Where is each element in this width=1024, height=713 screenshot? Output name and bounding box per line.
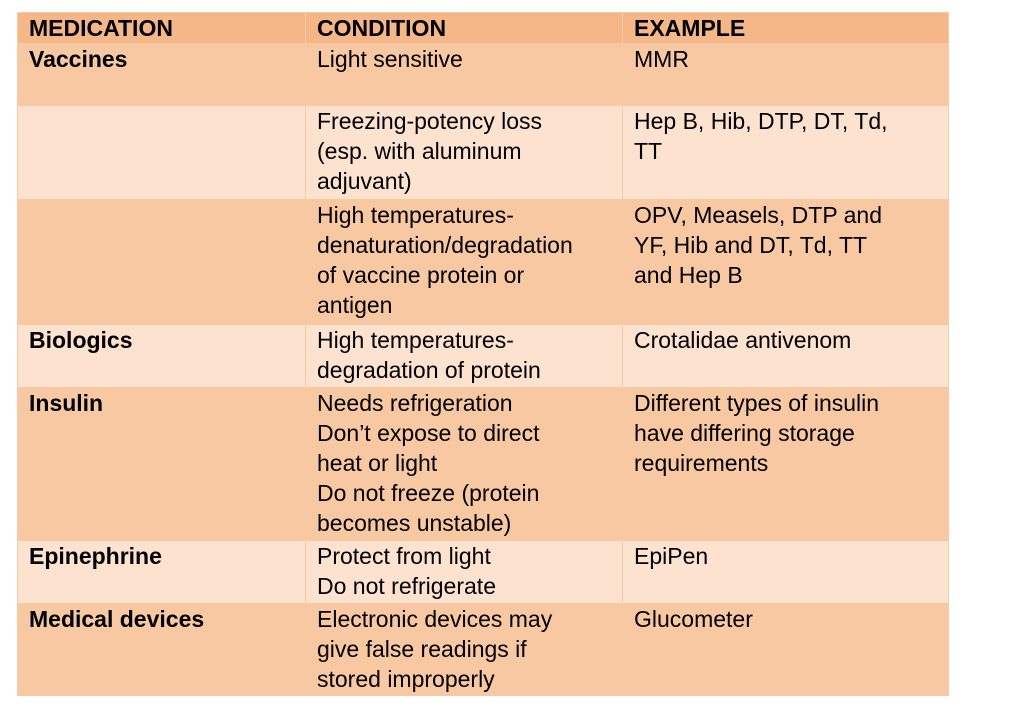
- medication-cell: Biologics: [17, 324, 306, 388]
- condition-line: (esp. with aluminum: [317, 138, 522, 164]
- example-line: Glucometer: [634, 606, 753, 632]
- condition-line: High temperatures-: [317, 327, 514, 353]
- condition-line: Electronic devices may: [317, 606, 553, 632]
- table-row: Medical devices Electronic devices may g…: [17, 603, 949, 696]
- condition-line: Do not refrigerate: [317, 573, 496, 599]
- condition-line: stored improperly: [317, 666, 495, 692]
- condition-line: Don’t expose to direct: [317, 420, 540, 446]
- table-row: Biologics High temperatures- degradation…: [17, 324, 949, 388]
- example-line: OPV, Measels, DTP and: [634, 202, 883, 228]
- condition-line: denaturation/degradation: [317, 232, 573, 258]
- table-row: Freezing-potency loss (esp. with aluminu…: [17, 105, 949, 200]
- example-cell: Different types of insulin have differin…: [622, 387, 949, 541]
- header-example: EXAMPLE: [622, 12, 949, 44]
- example-cell: OPV, Measels, DTP and YF, Hib and DT, Td…: [622, 199, 949, 325]
- header-medication: MEDICATION: [17, 12, 306, 44]
- condition-cell: Protect from light Do not refrigerate: [305, 540, 623, 604]
- condition-line: antigen: [317, 292, 393, 318]
- medication-cell: Medical devices: [17, 603, 306, 696]
- example-line: Hep B, Hib, DTP, DT, Td,: [634, 108, 888, 134]
- medication-cell: Vaccines: [17, 43, 306, 106]
- condition-line: Do not freeze (protein: [317, 480, 540, 506]
- table-header-row: MEDICATION CONDITION EXAMPLE: [17, 12, 949, 44]
- example-line: EpiPen: [634, 543, 709, 569]
- condition-line: adjuvant): [317, 168, 412, 194]
- example-cell: MMR: [622, 43, 949, 106]
- example-line: TT: [634, 138, 663, 164]
- condition-line: heat or light: [317, 450, 438, 476]
- example-line: and Hep B: [634, 262, 743, 288]
- condition-cell: Electronic devices may give false readin…: [305, 603, 623, 696]
- condition-cell: Freezing-potency loss (esp. with aluminu…: [305, 105, 623, 200]
- example-cell: Crotalidae antivenom: [622, 324, 949, 388]
- example-line: YF, Hib and DT, Td, TT: [634, 232, 868, 258]
- condition-line: High temperatures-: [317, 202, 514, 228]
- condition-cell: High temperatures- denaturation/degradat…: [305, 199, 623, 325]
- condition-cell: Needs refrigeration Don’t expose to dire…: [305, 387, 623, 541]
- medication-cell: [17, 199, 306, 325]
- condition-line: Freezing-potency loss: [317, 108, 542, 134]
- condition-line: Light sensitive: [317, 46, 463, 72]
- table-row: Insulin Needs refrigeration Don’t expose…: [17, 387, 949, 541]
- example-line: requirements: [634, 450, 769, 476]
- condition-line: degradation of protein: [317, 357, 541, 383]
- condition-line: Needs refrigeration: [317, 390, 513, 416]
- table-row: High temperatures- denaturation/degradat…: [17, 199, 949, 325]
- condition-line: Protect from light: [317, 543, 491, 569]
- example-cell: Hep B, Hib, DTP, DT, Td, TT: [622, 105, 949, 200]
- example-cell: Glucometer: [622, 603, 949, 696]
- condition-line: becomes unstable): [317, 510, 512, 536]
- condition-line: give false readings if: [317, 636, 527, 662]
- medication-cell: Insulin: [17, 387, 306, 541]
- condition-line: of vaccine protein or: [317, 262, 525, 288]
- example-line: MMR: [634, 46, 689, 72]
- medication-storage-table: MEDICATION CONDITION EXAMPLE Vaccines Li…: [17, 12, 949, 696]
- medication-cell: [17, 105, 306, 200]
- medication-cell: Epinephrine: [17, 540, 306, 604]
- condition-cell: High temperatures- degradation of protei…: [305, 324, 623, 388]
- header-condition: CONDITION: [305, 12, 623, 44]
- example-line: Crotalidae antivenom: [634, 327, 852, 353]
- example-cell: EpiPen: [622, 540, 949, 604]
- condition-cell: Light sensitive: [305, 43, 623, 106]
- example-line: Different types of insulin: [634, 390, 880, 416]
- table-row: Vaccines Light sensitive MMR: [17, 43, 949, 106]
- example-line: have differing storage: [634, 420, 855, 446]
- table-row: Epinephrine Protect from light Do not re…: [17, 540, 949, 604]
